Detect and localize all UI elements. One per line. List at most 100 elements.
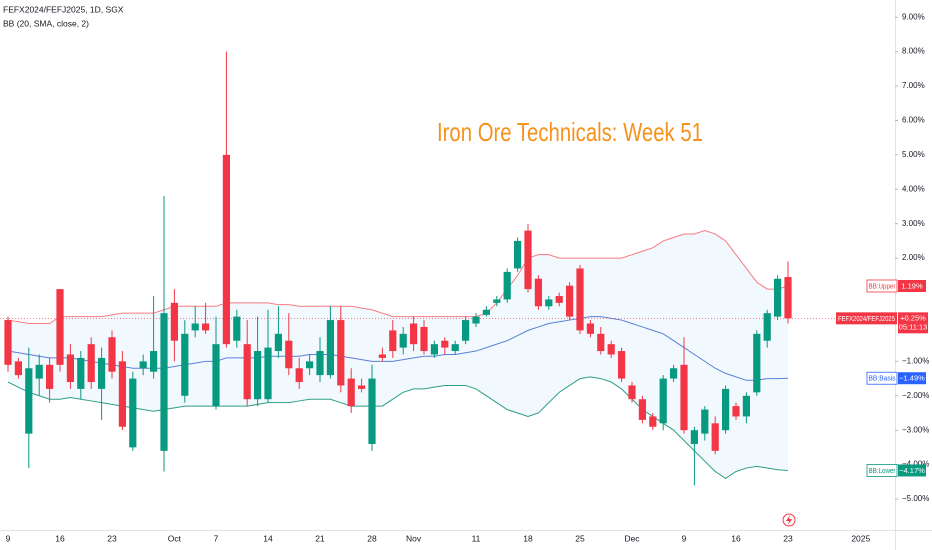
candle-body (597, 333, 605, 352)
y-tick-label: −2.00% (902, 391, 929, 400)
candle-body (326, 320, 334, 376)
x-tick-label: 7 (214, 533, 219, 543)
x-tick-label: 16 (55, 533, 65, 543)
candle-body (150, 351, 158, 372)
candle-body (659, 378, 667, 424)
candle-body (170, 302, 178, 341)
candle-body (46, 364, 54, 389)
candle-body (420, 326, 428, 352)
x-tick-label: Nov (406, 533, 422, 543)
candle-body (399, 333, 407, 348)
x-tick-label: 25 (575, 533, 585, 543)
candle-body (472, 316, 480, 324)
band-fill (8, 230, 788, 479)
candle-body (607, 344, 615, 355)
candle-body (566, 285, 574, 317)
x-tick-label: Dec (624, 533, 640, 543)
candle-body (389, 330, 397, 352)
candle-body (514, 240, 522, 269)
tag-name: BB:Lower (869, 466, 896, 475)
countdown: 05:11:13 (899, 322, 928, 331)
price-axis-tag: BB:Lower −4.17% (866, 464, 926, 477)
candle-body (690, 430, 698, 444)
candle-body (14, 361, 22, 376)
candle-body (430, 344, 438, 355)
candle-body (108, 337, 116, 372)
candle-body (638, 399, 646, 420)
candle-body (222, 154, 230, 345)
candle-body (462, 320, 470, 341)
candle-body (784, 277, 792, 319)
tag-name-box (866, 279, 898, 293)
candle-body (503, 271, 511, 300)
candle-body (441, 340, 449, 348)
tag-value-box (898, 464, 926, 477)
y-tick-label: 4.00% (902, 184, 925, 193)
candle-body (482, 309, 490, 315)
tag-value: −4.17% (899, 466, 925, 475)
candle-body (753, 333, 761, 393)
candle-body (576, 268, 584, 331)
x-tick-label: 14 (263, 533, 273, 543)
symbol-header: FEFX2024/FEFJ2025, 1D, SGX (3, 4, 124, 14)
candle-body (181, 333, 189, 396)
y-tick-label: −1.00% (902, 356, 929, 365)
x-tick-label: Oct (168, 533, 182, 543)
candle-body (774, 278, 782, 317)
flash-icon[interactable] (782, 513, 796, 527)
indicator-header: BB (20, SMA, close, 2) (3, 18, 89, 28)
candle-body (586, 323, 594, 334)
y-tick-label: 3.00% (902, 219, 925, 228)
candle-body (212, 344, 220, 407)
y-tick-label: 8.00% (902, 47, 925, 56)
x-tick-label: 9 (6, 533, 11, 543)
candle-body (618, 351, 626, 379)
x-tick-label: 16 (731, 533, 741, 543)
candle-body (555, 295, 563, 303)
tag-name: FEFX2024/FEFJ2025 (838, 314, 895, 323)
indicator-line (7, 316, 789, 381)
price-axis-tag: BB:Basis −1.49% (866, 371, 926, 385)
candle-body (87, 344, 95, 383)
candle-body (347, 378, 355, 407)
candle-body (316, 351, 324, 376)
tag-name-box (836, 312, 897, 325)
candle-body (742, 395, 750, 417)
candle-body (254, 351, 262, 400)
candle-body (191, 323, 199, 331)
candle-body (274, 333, 282, 352)
candle-body (524, 230, 532, 290)
candle-body (139, 361, 147, 369)
x-tick-label: 28 (367, 533, 377, 543)
candle-body (264, 347, 272, 400)
candle-body (129, 378, 137, 448)
candle-body (4, 320, 12, 365)
candle-body (98, 357, 106, 389)
tag-value-box (898, 312, 928, 334)
candle-body (732, 406, 740, 417)
candle-body (763, 313, 771, 341)
y-tick-label: −3.00% (902, 425, 929, 434)
tag-value: −1.49% (899, 374, 925, 383)
candle-body (410, 323, 418, 345)
candle-body (202, 323, 210, 331)
candle-body (628, 385, 636, 400)
y-tick-label: 7.00% (902, 81, 925, 90)
candle-body (25, 368, 33, 434)
candle-body (337, 320, 345, 386)
y-tick-label: 5.00% (902, 150, 925, 159)
price-axis-tag: BB:Upper 1.19% (866, 279, 926, 293)
tag-value: +0.25% (900, 313, 926, 322)
candle-body (243, 344, 251, 400)
candle-body (35, 364, 43, 379)
tag-value-box (898, 372, 926, 385)
x-tick-label: 21 (315, 533, 325, 543)
x-tick-label: 18 (523, 533, 533, 543)
candle-body (56, 289, 64, 365)
tag-value-box (898, 279, 926, 292)
candle-body (649, 416, 657, 427)
chart-title: Iron Ore Technicals: Week 51 (437, 117, 703, 147)
x-tick-label: 23 (783, 533, 793, 543)
tag-value: 1.19% (901, 281, 923, 290)
